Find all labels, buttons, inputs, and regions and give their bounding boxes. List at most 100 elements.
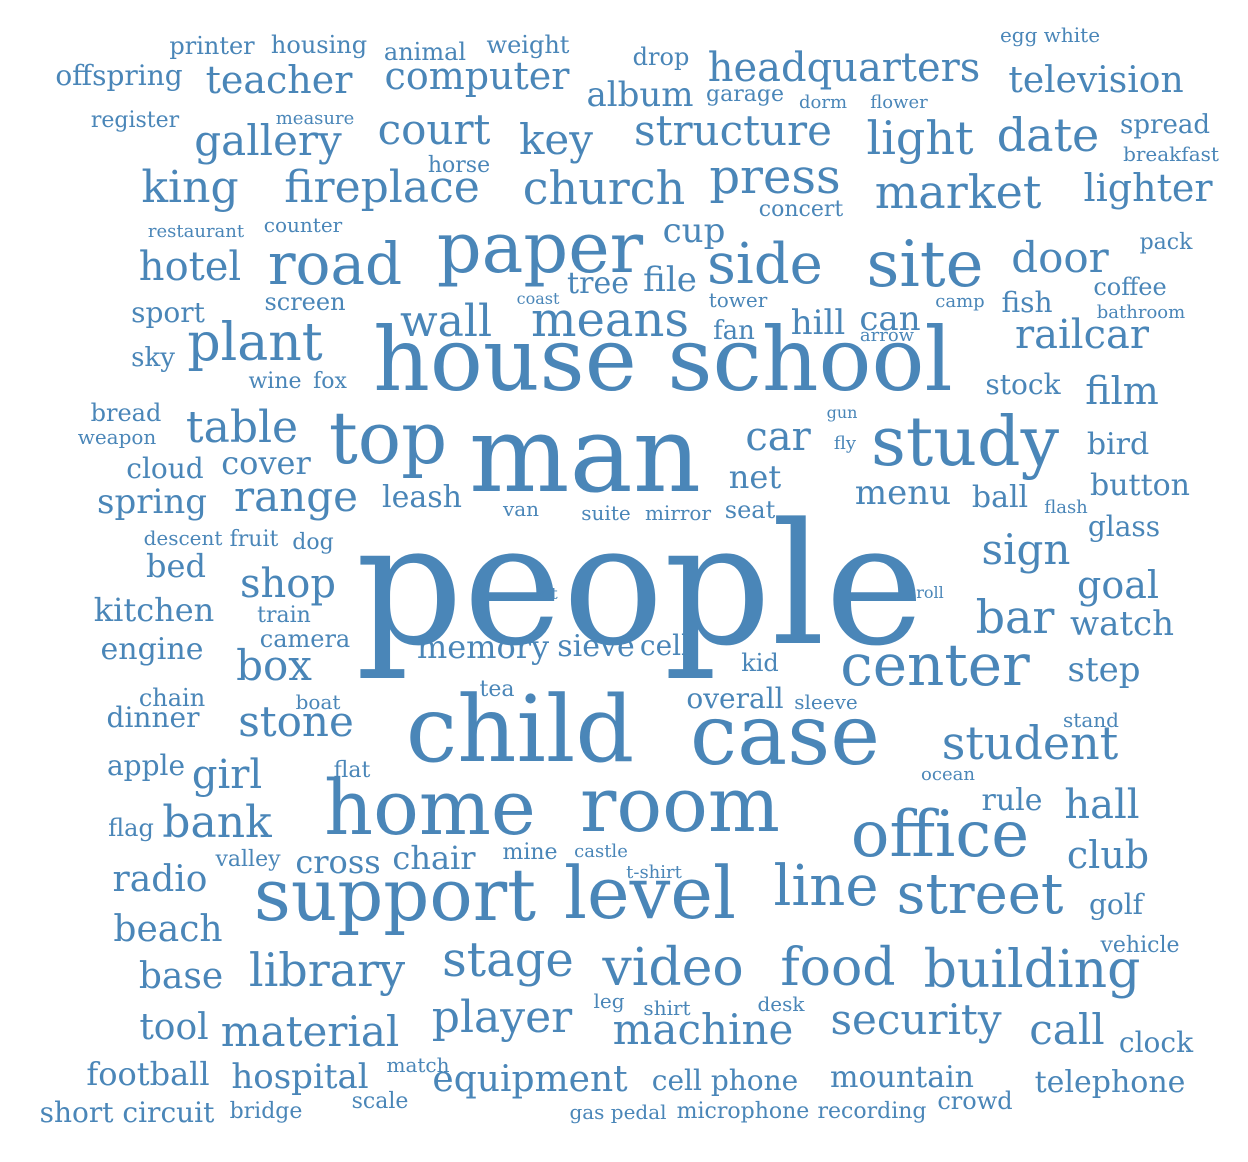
word-weapon: weapon xyxy=(77,425,157,449)
word-net: net xyxy=(728,458,782,496)
word-stone: stone xyxy=(238,697,354,746)
word-cell-phone: cell phone xyxy=(651,1064,799,1097)
word-hotel: hotel xyxy=(138,244,242,290)
word-printer: printer xyxy=(169,32,255,60)
word-spring: spring xyxy=(96,482,208,522)
word-sleeve: sleeve xyxy=(794,690,858,714)
word-hill: hill xyxy=(790,303,846,343)
word-apple: apple xyxy=(106,749,186,782)
word-man: man xyxy=(469,393,701,516)
word-cell: cell xyxy=(639,629,691,662)
word-structure: structure xyxy=(634,106,832,155)
word-home: home xyxy=(324,763,536,852)
word-shop: shop xyxy=(240,561,336,607)
word-beach: beach xyxy=(113,909,223,950)
word-key: key xyxy=(518,115,594,164)
word-material: material xyxy=(220,1007,400,1056)
word-hall: hall xyxy=(1064,782,1140,828)
word-bar: bar xyxy=(975,590,1055,644)
word-sieve: sieve xyxy=(557,629,635,664)
word-stage: stage xyxy=(442,932,574,988)
word-film: film xyxy=(1085,369,1159,413)
word-street: street xyxy=(896,862,1064,927)
word-tree: tree xyxy=(567,266,629,301)
word-press: press xyxy=(709,149,841,205)
word-boat: boat xyxy=(295,690,341,714)
word-clock: clock xyxy=(1118,1026,1194,1059)
word-spread: spread xyxy=(1120,110,1210,140)
word-mirror: mirror xyxy=(644,501,712,525)
word-sport: sport xyxy=(131,296,205,329)
word-bridge: bridge xyxy=(229,1099,303,1124)
word-flag: flag xyxy=(108,814,154,842)
word-flat: flat xyxy=(333,758,371,783)
word-base: base xyxy=(138,956,224,997)
word-headquarters: headquarters xyxy=(707,45,981,91)
word-arrow: arrow xyxy=(859,325,915,346)
word-center: center xyxy=(840,631,1030,699)
word-door: door xyxy=(1011,233,1109,282)
word-train: train xyxy=(257,603,311,628)
word-step: step xyxy=(1067,650,1141,690)
word-call: call xyxy=(1029,1005,1105,1054)
word-watch: watch xyxy=(1070,604,1174,644)
word-church: church xyxy=(522,161,686,215)
word-cup: cup xyxy=(662,211,726,251)
word-coffee: coffee xyxy=(1093,273,1167,301)
word-match: match xyxy=(386,1053,450,1077)
word-hospital: hospital xyxy=(231,1057,369,1097)
word-plant: plant xyxy=(187,313,323,373)
word-offspring: offspring xyxy=(55,59,183,92)
word-study: study xyxy=(871,403,1059,482)
word-dinner: dinner xyxy=(106,701,200,734)
word-fish: fish xyxy=(1001,286,1053,319)
word-box: box xyxy=(236,641,312,690)
word-television: television xyxy=(1008,60,1184,101)
word-album: album xyxy=(586,75,694,115)
word-garage: garage xyxy=(706,82,784,107)
word-ball: ball xyxy=(971,480,1029,515)
word-ocean: ocean xyxy=(921,764,975,785)
word-crowd: crowd xyxy=(937,1087,1013,1115)
word-stand: stand xyxy=(1063,708,1119,732)
word-fan: fan xyxy=(713,316,755,346)
word-camera: camera xyxy=(259,625,351,653)
word-means: means xyxy=(530,292,690,348)
word-light: light xyxy=(866,111,974,165)
word-tower: tower xyxy=(708,288,768,312)
word-horse: horse xyxy=(427,153,491,178)
word-cross: cross xyxy=(295,843,381,881)
word-egg-white: egg white xyxy=(999,23,1101,47)
word-security: security xyxy=(830,995,1002,1044)
word-fruit: fruit xyxy=(229,527,279,552)
word-overall: overall xyxy=(686,682,784,715)
word-gun: gun xyxy=(826,403,858,422)
word-table: table xyxy=(185,402,299,453)
word-leash: leash xyxy=(382,480,462,515)
word-stock: stock xyxy=(985,368,1061,401)
word-food: food xyxy=(780,938,896,998)
word-bathroom: bathroom xyxy=(1096,302,1186,323)
word-tool: tool xyxy=(139,1007,209,1048)
word-paper: paper xyxy=(436,207,644,289)
word-bank: bank xyxy=(162,797,272,848)
word-fox: fox xyxy=(313,369,347,394)
word-equipment: equipment xyxy=(432,1059,628,1100)
word-weight: weight xyxy=(486,31,570,59)
word-railcar: railcar xyxy=(1015,312,1149,358)
word-side: side xyxy=(707,232,823,297)
word-seat: seat xyxy=(724,496,776,524)
word-animal: animal xyxy=(383,38,467,66)
word-bed: bed xyxy=(146,547,206,585)
word-girl: girl xyxy=(191,752,263,798)
word-chair: chair xyxy=(392,839,476,877)
word-line: line xyxy=(773,854,879,919)
word-football: football xyxy=(86,1055,210,1093)
word-counter: counter xyxy=(263,213,343,237)
word-level: level xyxy=(564,851,736,935)
word-dog: dog xyxy=(292,530,334,555)
word-office: office xyxy=(850,798,1030,872)
word-engine: engine xyxy=(100,632,204,667)
word-golf: golf xyxy=(1088,888,1144,921)
